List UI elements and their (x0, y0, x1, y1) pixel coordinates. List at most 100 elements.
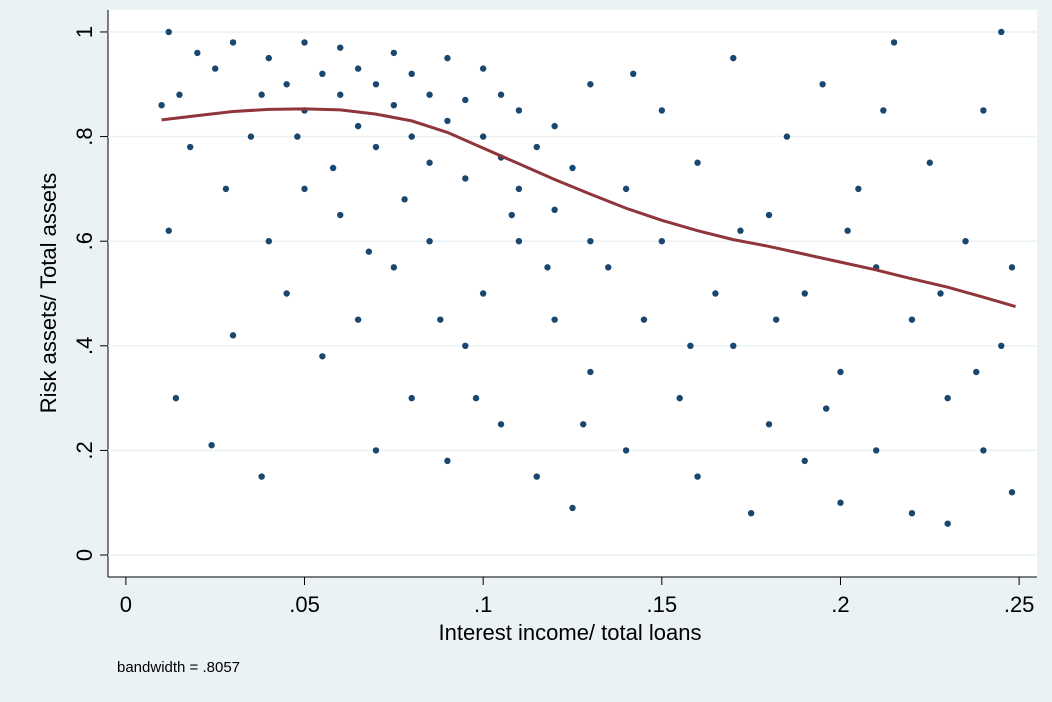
point (508, 211, 515, 219)
point (165, 227, 172, 234)
point (444, 117, 451, 125)
y-tick-label: 1 (72, 26, 97, 38)
point (365, 248, 373, 255)
point (208, 441, 215, 449)
point (569, 504, 576, 512)
plot-area (108, 10, 1037, 577)
point (622, 447, 630, 454)
point (222, 185, 230, 193)
point (462, 96, 469, 104)
point (301, 185, 308, 193)
point (283, 81, 290, 88)
point (211, 65, 219, 72)
point (258, 473, 265, 480)
point (444, 457, 451, 465)
point (855, 185, 862, 193)
point (390, 264, 398, 271)
point (265, 237, 272, 245)
point (998, 342, 1005, 350)
point (640, 316, 648, 323)
point (844, 227, 851, 234)
point (765, 421, 773, 428)
point (1008, 264, 1016, 271)
point (294, 133, 301, 140)
y-tick-label: 0 (72, 549, 97, 561)
point (472, 394, 480, 402)
point (172, 394, 180, 402)
point (837, 499, 844, 506)
point (873, 447, 880, 454)
point (587, 368, 594, 376)
point (819, 81, 826, 88)
x-tick-label: .2 (831, 592, 849, 617)
point (408, 133, 415, 140)
point (337, 44, 344, 51)
point (962, 237, 969, 245)
x-tick-label: 0 (120, 592, 132, 617)
point (426, 159, 433, 166)
point (822, 405, 830, 412)
point (658, 107, 666, 114)
point (926, 159, 934, 166)
point (462, 342, 469, 350)
point (937, 290, 944, 297)
y-tick-label: .2 (72, 441, 97, 459)
x-tick-label: .15 (647, 592, 678, 617)
point (408, 394, 415, 402)
point (265, 54, 272, 62)
point (551, 122, 558, 130)
point (801, 457, 808, 465)
point (694, 159, 701, 166)
point (533, 143, 540, 151)
point (165, 28, 172, 36)
point (694, 473, 701, 480)
point (998, 28, 1005, 36)
point (890, 39, 898, 46)
point (479, 133, 487, 140)
point (747, 509, 755, 517)
point (372, 447, 380, 454)
point (283, 290, 290, 297)
y-tick-label: .6 (72, 232, 97, 250)
point (730, 342, 737, 350)
point (587, 81, 594, 88)
point (515, 185, 523, 193)
point (737, 227, 744, 234)
point (551, 316, 558, 323)
point (980, 107, 987, 114)
point (630, 70, 637, 78)
point (658, 237, 666, 245)
point (229, 39, 237, 46)
x-tick-label: .05 (289, 592, 320, 617)
point (186, 143, 194, 151)
point (980, 447, 987, 454)
point (837, 368, 844, 376)
point (944, 394, 951, 402)
point (908, 509, 916, 517)
lowess-line (161, 107, 1016, 309)
point (908, 316, 916, 323)
point (354, 316, 362, 323)
point (712, 290, 719, 297)
point (944, 520, 951, 527)
x-axis-title: Interest income/ total loans (439, 620, 702, 645)
point (801, 290, 808, 297)
note: bandwidth = .8057 (117, 659, 240, 676)
point (772, 316, 780, 323)
point (622, 185, 630, 193)
point (587, 237, 594, 245)
point (497, 421, 505, 428)
point (408, 70, 415, 78)
point (372, 143, 380, 151)
point (551, 206, 558, 214)
point (354, 65, 362, 72)
point (437, 316, 444, 323)
point (390, 101, 398, 109)
point (880, 107, 887, 114)
point (329, 164, 337, 172)
point (462, 175, 469, 182)
point (337, 91, 344, 98)
y-axis-title: Risk assets/ Total assets (36, 173, 61, 413)
point (973, 368, 980, 376)
